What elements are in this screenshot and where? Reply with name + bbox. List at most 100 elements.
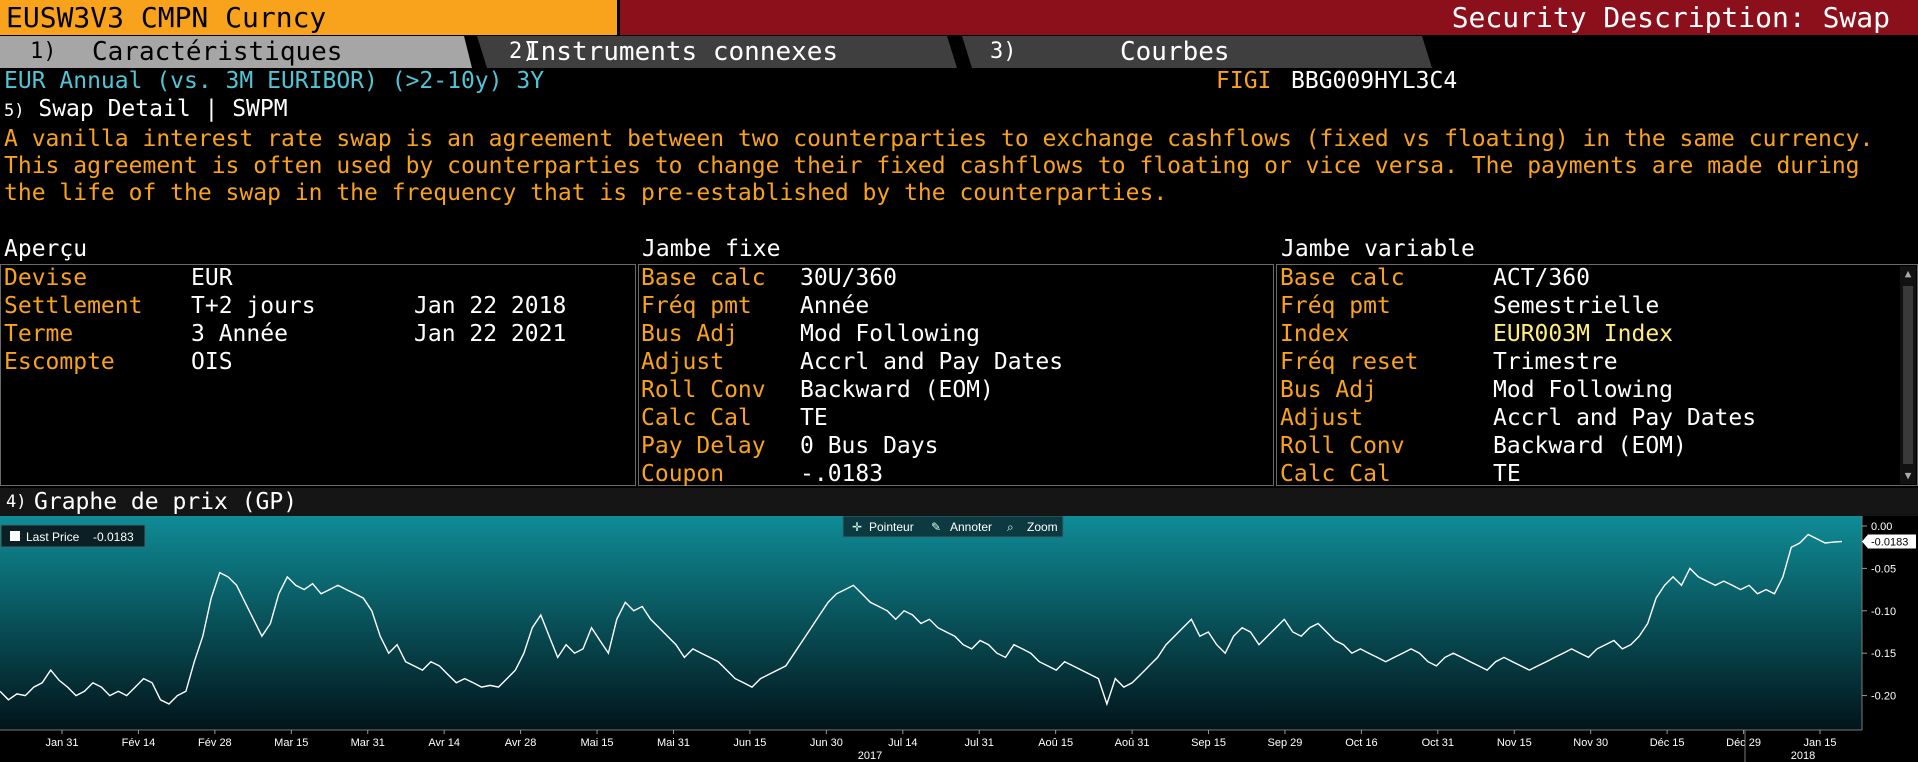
tab-label: Courbes — [1120, 37, 1230, 67]
y-tick-label: -0.05 — [1871, 563, 1896, 575]
chart-legend[interactable]: Last Price -0.0183 — [0, 524, 146, 548]
fixed-value-freq-pmt: Année — [800, 293, 870, 319]
crosshair-icon: ✛ — [852, 520, 862, 534]
y-tick-label: -0.10 — [1871, 606, 1896, 618]
scrollbar-thumb[interactable] — [1903, 286, 1913, 464]
y-axis-ticks: 0.00 -0.05 -0.10 -0.15 -0.20 — [1862, 521, 1896, 703]
x-tick-label: Jan 31 — [45, 737, 78, 749]
legend-value: -0.0183 — [93, 530, 134, 544]
overview-value-devise: EUR — [191, 265, 233, 291]
graph-title: Graphe de prix (GP) — [34, 489, 298, 515]
overview-value-settlement: T+2 jours — [191, 293, 316, 319]
fixed-leg-panel — [638, 264, 1274, 486]
tab-label: Instruments connexes — [525, 37, 839, 67]
y-tick-label: -0.15 — [1871, 648, 1896, 660]
graph-number: 4) — [6, 492, 27, 512]
zoom-icon: ⌕ — [1007, 520, 1014, 534]
x-tick-label: Aoû 15 — [1038, 737, 1073, 749]
float-value-freq-pmt: Semestrielle — [1493, 293, 1660, 319]
x-tick-label: Jan 15 — [1803, 737, 1836, 749]
float-value-base-calc: ACT/360 — [1493, 265, 1590, 291]
y-tick-label: 0.00 — [1871, 521, 1892, 533]
fixed-leg-title: Jambe fixe — [642, 236, 781, 262]
x-tick-label: Déc 15 — [1650, 737, 1685, 749]
float-value-adjust: Accrl and Pay Dates — [1493, 405, 1757, 431]
overview-value-terme: 3 Année — [191, 321, 288, 347]
x-tick-label: Oct 31 — [1422, 737, 1454, 749]
x-tick-label: Mar 15 — [274, 737, 308, 749]
fixed-value-base-calc: 30U/360 — [800, 265, 897, 291]
float-label-calc-cal: Calc Cal — [1280, 461, 1391, 487]
x-tick-label: Jun 30 — [810, 737, 843, 749]
fixed-label-coupon: Coupon — [641, 461, 725, 487]
action-label: Swap Detail | SWPM — [38, 96, 288, 122]
figi-value: BBG009HYL3C4 — [1291, 68, 1458, 94]
float-label-base-calc: Base calc — [1280, 265, 1405, 291]
x-tick-label: Jul 31 — [965, 737, 994, 749]
security-ticker[interactable]: EUSW3V3 CMPN Curncy — [0, 0, 617, 35]
page-title: Security Description: Swap — [620, 0, 1918, 35]
x-tick-label: Jun 15 — [733, 737, 766, 749]
action-number: 5) — [4, 101, 25, 121]
overview-label-terme: Terme — [4, 321, 74, 347]
x-tick-label: Fév 14 — [122, 737, 156, 749]
float-label-roll-conv: Roll Conv — [1280, 433, 1405, 459]
x-tick-label: Mai 31 — [657, 737, 690, 749]
fixed-label-calc-cal: Calc Cal — [641, 405, 752, 431]
annotate-label: Annoter — [950, 520, 992, 534]
legend-label: Last Price — [26, 530, 80, 544]
tab-caracteristiques[interactable]: 1) Caractéristiques — [0, 36, 472, 68]
fixed-value-pay-delay: 0 Bus Days — [800, 433, 939, 459]
x-tick-label: Sep 29 — [1268, 737, 1303, 749]
x-tick-label: Avr 28 — [505, 737, 537, 749]
security-name: EUR Annual (vs. 3M EURIBOR) (>2-10y) 3Y — [4, 68, 545, 94]
float-value-freq-reset: Trimestre — [1493, 349, 1618, 375]
tab-courbes[interactable]: 3) Courbes — [962, 36, 1432, 68]
fixed-label-bus-adj: Bus Adj — [641, 321, 738, 347]
pointer-label: Pointeur — [869, 520, 914, 534]
fixed-label-base-calc: Base calc — [641, 265, 766, 291]
pointer-button[interactable]: ✛ Pointeur — [852, 520, 914, 534]
fixed-value-roll-conv: Backward (EOM) — [800, 377, 994, 403]
x-tick-label: Mar 31 — [351, 737, 385, 749]
scroll-up-icon[interactable]: ▲ — [1904, 267, 1912, 280]
tab-label: Caractéristiques — [92, 37, 343, 67]
swap-detail-action[interactable]: 5) Swap Detail | SWPM — [4, 96, 288, 125]
annotate-button[interactable]: ✎ Annoter — [931, 520, 992, 534]
overview-label-escompte: Escompte — [4, 349, 115, 375]
x-tick-label: Mai 15 — [581, 737, 614, 749]
float-value-bus-adj: Mod Following — [1493, 377, 1674, 403]
tab-number: 1) — [30, 39, 57, 64]
legend-swatch — [10, 531, 20, 541]
x-tick-label: Nov 30 — [1573, 737, 1608, 749]
overview-value-escompte: OIS — [191, 349, 233, 375]
float-value-roll-conv: Backward (EOM) — [1493, 433, 1687, 459]
float-value-index-link[interactable]: EUR003M Index — [1493, 321, 1674, 347]
float-label-freq-reset: Fréq reset — [1280, 349, 1419, 375]
fixed-label-roll-conv: Roll Conv — [641, 377, 766, 403]
price-chart[interactable]: 0.00 -0.05 -0.10 -0.15 -0.20 Jan 31 Fév 14 Fév… — [0, 516, 1918, 762]
chart-toolbar: ✛ Pointeur ✎ Annoter ⌕ Zoom — [842, 516, 1064, 538]
last-price-label: -0.0183 — [1871, 537, 1908, 549]
x-tick-label: Déc 29 — [1726, 737, 1761, 749]
fixed-value-calc-cal: TE — [800, 405, 828, 431]
x-tick-label: Avr 14 — [428, 737, 460, 749]
x-tick-label: Oct 16 — [1345, 737, 1377, 749]
overview-date-settlement: Jan 22 2018 — [414, 293, 567, 319]
zoom-button[interactable]: ⌕ Zoom — [1007, 520, 1058, 534]
plot-background — [0, 516, 1862, 730]
graph-header[interactable]: 4) Graphe de prix (GP) — [0, 488, 1918, 516]
x-tick-label: Fév 28 — [198, 737, 232, 749]
overview-panel — [0, 264, 636, 486]
price-series-line — [0, 533, 1843, 707]
scroll-down-icon[interactable]: ▼ — [1904, 469, 1912, 482]
overview-date-terme: Jan 22 2021 — [414, 321, 567, 347]
fixed-value-adjust: Accrl and Pay Dates — [800, 349, 1064, 375]
overview-label-devise: Devise — [4, 265, 88, 291]
float-label-adjust: Adjust — [1280, 405, 1364, 431]
tab-instruments-connexes[interactable]: 2) Instruments connexes — [477, 36, 957, 68]
float-label-index: Index — [1280, 321, 1350, 347]
x-tick-label: Sep 15 — [1191, 737, 1226, 749]
x-tick-label: Jul 14 — [888, 737, 917, 749]
figi-label: FIGI — [1216, 68, 1272, 94]
